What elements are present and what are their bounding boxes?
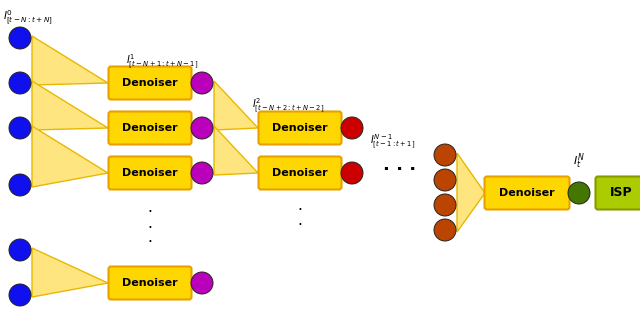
Text: $I^{N}_{t}$: $I^{N}_{t}$ xyxy=(573,151,585,171)
Circle shape xyxy=(9,174,31,196)
Text: $I^{N-1}_{[t-1:t+1]}$: $I^{N-1}_{[t-1:t+1]}$ xyxy=(370,132,415,151)
Text: Denoiser: Denoiser xyxy=(499,188,555,198)
Circle shape xyxy=(191,117,213,139)
Circle shape xyxy=(341,162,363,184)
Circle shape xyxy=(434,194,456,216)
Text: Denoiser: Denoiser xyxy=(272,168,328,178)
Text: $I^{0}_{[t-N:t+N]}$: $I^{0}_{[t-N:t+N]}$ xyxy=(3,8,52,27)
FancyBboxPatch shape xyxy=(595,176,640,210)
FancyBboxPatch shape xyxy=(259,156,342,189)
Text: Denoiser: Denoiser xyxy=(122,278,178,288)
Polygon shape xyxy=(457,153,485,232)
Text: ISP: ISP xyxy=(610,186,632,200)
Polygon shape xyxy=(32,81,108,130)
FancyBboxPatch shape xyxy=(109,156,191,189)
Circle shape xyxy=(434,219,456,241)
Text: Denoiser: Denoiser xyxy=(122,168,178,178)
FancyBboxPatch shape xyxy=(109,111,191,144)
Circle shape xyxy=(191,72,213,94)
Circle shape xyxy=(9,72,31,94)
Circle shape xyxy=(568,182,590,204)
Text: ·
·: · · xyxy=(298,203,303,233)
Text: $I^{1}_{[t-N+1:t+N-1]}$: $I^{1}_{[t-N+1:t+N-1]}$ xyxy=(126,52,198,71)
FancyBboxPatch shape xyxy=(484,176,570,210)
Circle shape xyxy=(434,144,456,166)
Circle shape xyxy=(434,169,456,191)
Text: · · ·: · · · xyxy=(383,161,417,179)
Text: $I^{2}_{[t-N+2:t+N-2]}$: $I^{2}_{[t-N+2:t+N-2]}$ xyxy=(252,96,324,115)
FancyBboxPatch shape xyxy=(109,266,191,300)
Circle shape xyxy=(9,117,31,139)
Circle shape xyxy=(9,27,31,49)
FancyBboxPatch shape xyxy=(109,67,191,99)
Text: Denoiser: Denoiser xyxy=(272,123,328,133)
Polygon shape xyxy=(214,126,258,175)
Circle shape xyxy=(191,162,213,184)
Polygon shape xyxy=(32,126,108,187)
Polygon shape xyxy=(214,81,258,130)
FancyBboxPatch shape xyxy=(259,111,342,144)
Circle shape xyxy=(191,272,213,294)
Text: Denoiser: Denoiser xyxy=(122,123,178,133)
Circle shape xyxy=(9,284,31,306)
Text: Denoiser: Denoiser xyxy=(122,78,178,88)
Circle shape xyxy=(341,117,363,139)
Circle shape xyxy=(9,239,31,261)
Polygon shape xyxy=(32,248,108,297)
Polygon shape xyxy=(32,36,108,85)
Text: ·
·
·: · · · xyxy=(148,205,152,250)
